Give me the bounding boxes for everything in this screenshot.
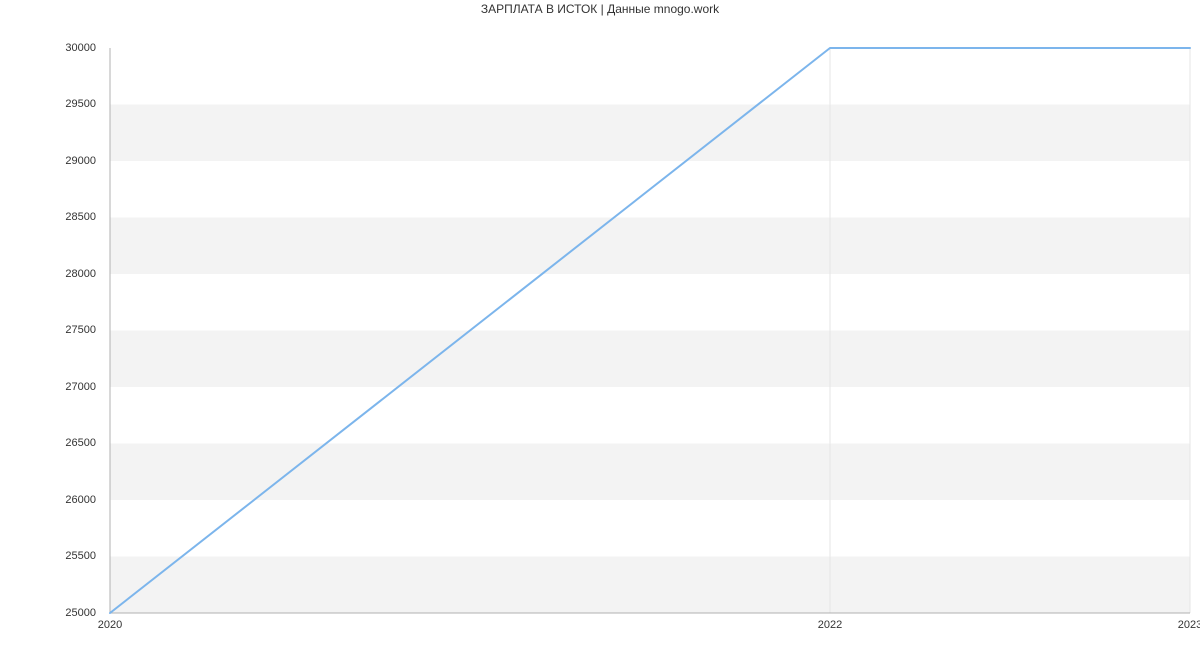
y-tick-label: 28500 bbox=[65, 211, 96, 223]
y-tick-label: 25000 bbox=[65, 607, 96, 619]
x-tick-label: 2022 bbox=[818, 619, 842, 631]
y-tick-label: 26000 bbox=[65, 494, 96, 506]
plot-background-bands bbox=[110, 48, 1190, 613]
y-tick-label: 26500 bbox=[65, 437, 96, 449]
y-tick-label: 30000 bbox=[65, 42, 96, 54]
x-tick-label: 2020 bbox=[98, 619, 122, 631]
y-tick-label: 29000 bbox=[65, 155, 96, 167]
y-tick-label: 29500 bbox=[65, 98, 96, 110]
salary-line-chart: ЗАРПЛАТА В ИСТОК | Данные mnogo.work 250… bbox=[0, 0, 1200, 650]
x-tick-label: 2023 bbox=[1178, 619, 1200, 631]
y-tick-label: 27500 bbox=[65, 324, 96, 336]
y-tick-label: 25500 bbox=[65, 550, 96, 562]
y-tick-label: 27000 bbox=[65, 381, 96, 393]
y-tick-label: 28000 bbox=[65, 268, 96, 280]
chart-svg bbox=[0, 0, 1200, 650]
